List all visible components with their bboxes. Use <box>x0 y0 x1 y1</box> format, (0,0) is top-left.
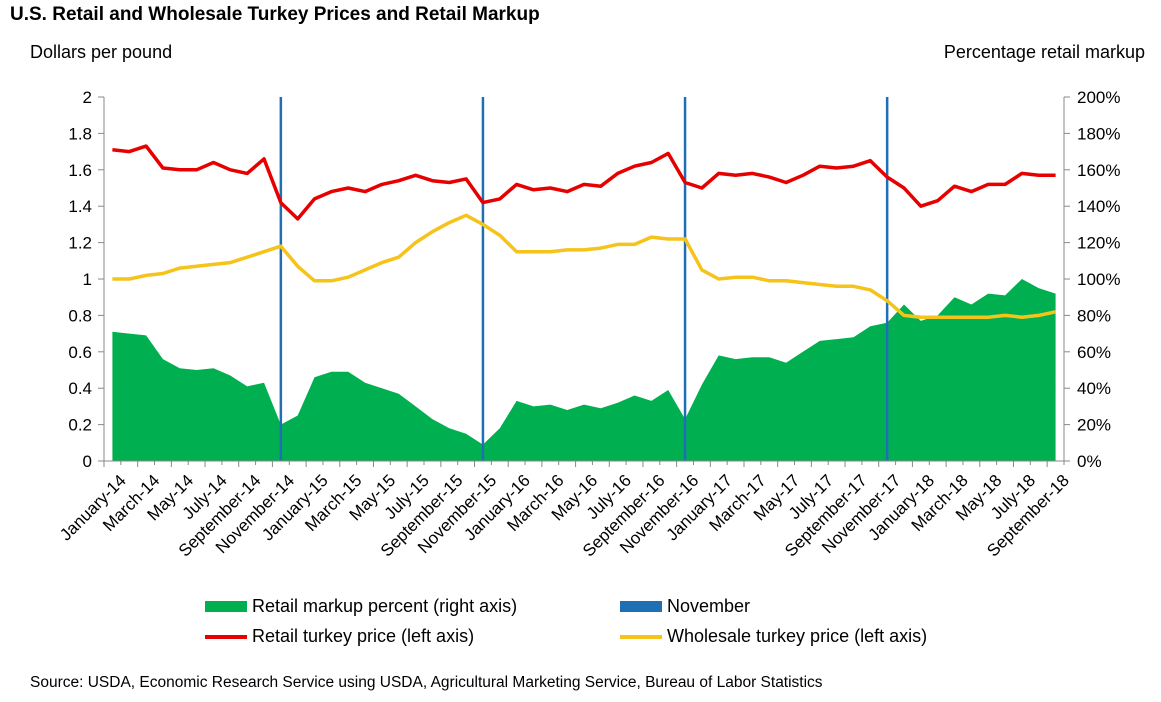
series-area-markup <box>112 279 1056 461</box>
right-tick-label-0: 0% <box>1077 452 1102 471</box>
right-tick-label-10: 200% <box>1077 88 1120 107</box>
legend-swatch-retail <box>205 634 247 639</box>
chart-title: U.S. Retail and Wholesale Turkey Prices … <box>10 4 540 25</box>
right-tick-label-9: 180% <box>1077 124 1120 143</box>
left-tick-label-4: 0.8 <box>68 306 92 325</box>
right-tick-label-1: 20% <box>1077 416 1111 435</box>
left-tick-label-10: 2 <box>83 88 92 107</box>
left-tick-label-0: 0 <box>83 452 92 471</box>
right-tick-label-6: 120% <box>1077 234 1120 253</box>
right-tick-label-3: 60% <box>1077 343 1111 362</box>
legend-item-markup: Retail markup percent (right axis) <box>205 596 517 617</box>
left-tick-label-8: 1.6 <box>68 161 92 180</box>
left-axis-title: Dollars per pound <box>30 42 173 62</box>
series-line-retail <box>112 144 1056 221</box>
right-tick-label-4: 80% <box>1077 306 1111 325</box>
source-note: Source: USDA, Economic Research Service … <box>30 674 823 691</box>
right-tick-label-5: 100% <box>1077 270 1120 289</box>
series-line-wholesale <box>112 213 1056 319</box>
legend-label-wholesale: Wholesale turkey price (left axis) <box>667 626 928 646</box>
right-tick-label-7: 140% <box>1077 197 1120 216</box>
left-tick-label-7: 1.4 <box>68 197 92 216</box>
legend-item-retail: Retail turkey price (left axis) <box>205 626 474 647</box>
legend-swatch-wholesale <box>620 634 662 639</box>
right-tick-label-2: 40% <box>1077 379 1111 398</box>
chart-canvas: 0 0% 0.2 20% 0.4 40% 0.6 60% 0.8 80% 1 100% 1.2 120% 1… <box>56 88 1120 560</box>
left-tick-label-5: 1 <box>83 270 92 289</box>
legend-label-markup: Retail markup percent (right axis) <box>252 596 518 616</box>
left-tick-label-3: 0.6 <box>68 343 92 362</box>
left-tick-label-9: 1.8 <box>68 124 92 143</box>
legend-label-november: November <box>667 596 751 616</box>
legend-item-november: November <box>620 596 750 617</box>
legend-swatch-november <box>620 601 662 612</box>
left-tick-label-2: 0.4 <box>68 379 92 398</box>
legend-label-retail: Retail turkey price (left axis) <box>252 626 475 646</box>
left-tick-label-6: 1.2 <box>68 234 92 253</box>
right-axis-title: Percentage retail markup <box>943 42 1145 62</box>
legend-item-wholesale: Wholesale turkey price (left axis) <box>620 626 927 647</box>
right-tick-label-8: 160% <box>1077 161 1120 180</box>
left-tick-label-1: 0.2 <box>68 416 92 435</box>
legend-swatch-markup <box>205 601 247 612</box>
